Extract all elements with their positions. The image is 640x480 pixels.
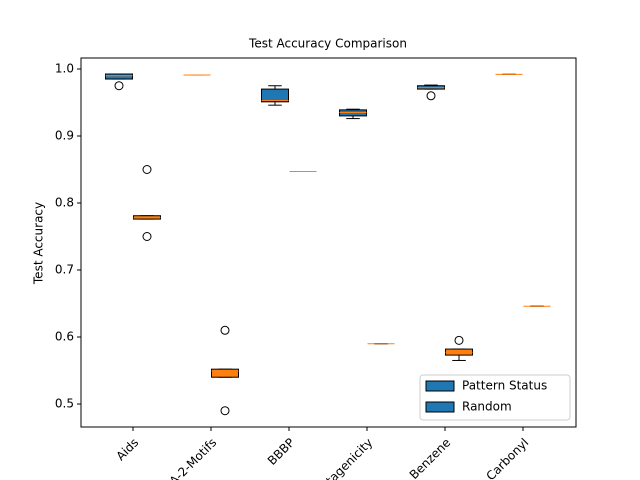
chart-title: Test Accuracy Comparison — [248, 37, 407, 51]
legend-label: Random — [462, 400, 512, 414]
legend-label: Pattern Status — [462, 379, 547, 393]
x-tick-label: Alkane Carbonyl — [452, 435, 531, 480]
legend-frame — [419, 374, 571, 421]
x-tick-label: BA-2-Motifs — [161, 435, 219, 480]
flier — [220, 406, 230, 416]
flier — [454, 335, 464, 345]
legend-swatch — [425, 401, 455, 413]
flier — [142, 164, 152, 174]
y-tick-label: 0.7 — [55, 263, 74, 277]
flier — [142, 232, 152, 242]
x-tick-label: Aids — [113, 435, 141, 463]
x-tick-label: Mutagenicity — [310, 435, 375, 480]
x-tick-label: BBBP — [265, 435, 297, 467]
y-tick-label: 0.8 — [55, 196, 74, 210]
box — [211, 368, 239, 378]
y-tick-label: 0.9 — [55, 128, 74, 142]
box — [105, 73, 133, 80]
flier — [114, 81, 124, 91]
y-tick-label: 0.6 — [55, 330, 74, 344]
legend-swatch — [425, 380, 455, 392]
y-tick-label: 0.5 — [55, 397, 74, 411]
y-tick-label: 1.0 — [55, 61, 74, 75]
plot-frame — [80, 57, 577, 428]
flier — [220, 325, 230, 335]
x-tick-label: Benzene — [407, 435, 454, 480]
y-axis-label: Test Accuracy — [32, 202, 46, 285]
box — [261, 88, 289, 103]
flier — [426, 91, 436, 101]
